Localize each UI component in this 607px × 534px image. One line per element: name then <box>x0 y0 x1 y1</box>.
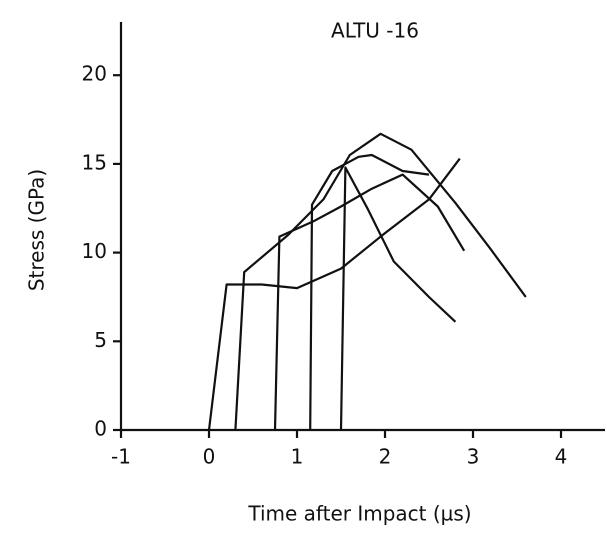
y-axis-label: Stress (GPa) <box>25 169 49 291</box>
x-tick-label: -1 <box>111 445 131 469</box>
curve <box>234 132 527 431</box>
x-axis-label: Time after Impact (µs) <box>247 502 471 526</box>
y-tick-label: 5 <box>94 328 107 352</box>
x-tick-label: 0 <box>203 445 216 469</box>
curve <box>309 153 430 431</box>
x-tick-label: 3 <box>467 445 480 469</box>
x-tick-label: 2 <box>379 445 392 469</box>
chart-title: ALTU -16 <box>331 19 419 43</box>
y-tick-label: 20 <box>82 62 107 86</box>
curve <box>273 173 466 431</box>
y-tick-label: 0 <box>94 417 107 441</box>
y-tick-label: 10 <box>82 239 107 263</box>
y-tick-label: 15 <box>82 150 107 174</box>
x-tick-label: 4 <box>555 445 568 469</box>
curve <box>207 157 461 431</box>
x-tick-label: 1 <box>291 445 304 469</box>
curve <box>339 166 457 431</box>
